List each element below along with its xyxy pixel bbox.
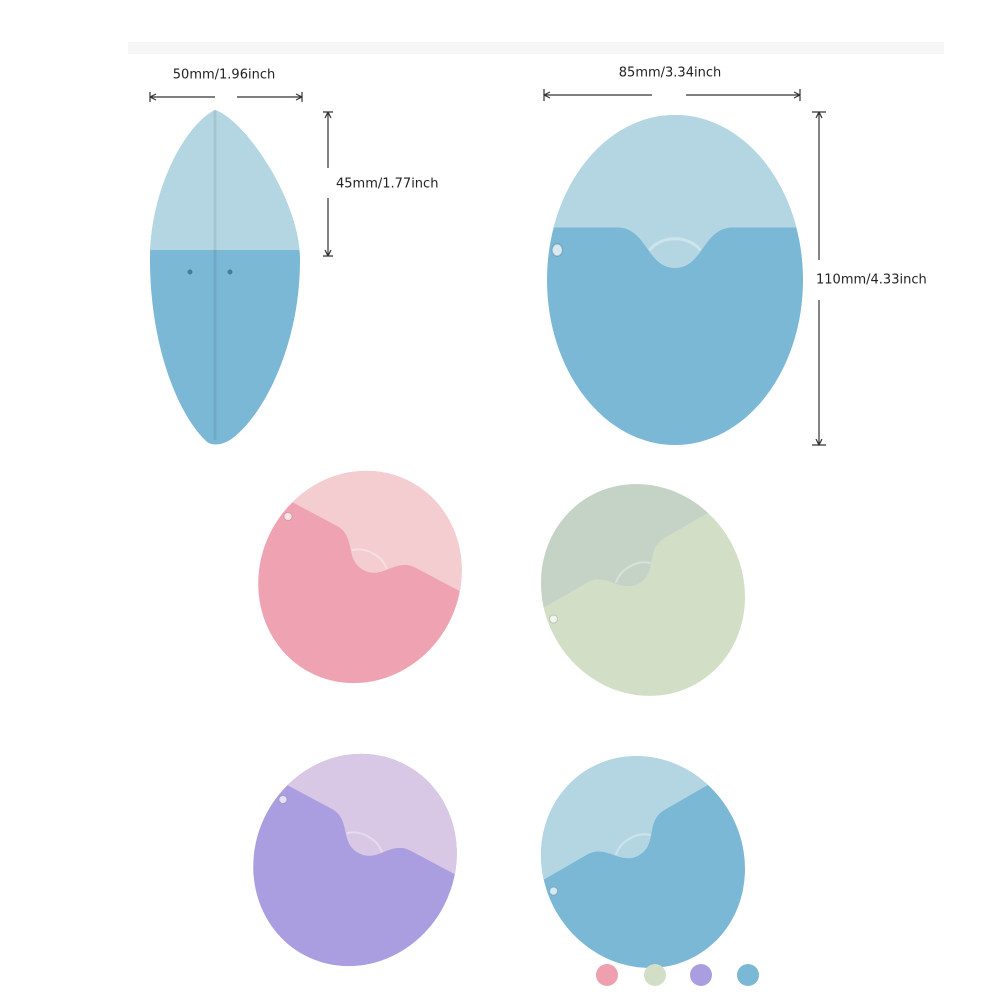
height-label: 45mm/1.77inch [336, 177, 438, 192]
front-view [509, 85, 842, 445]
dimension-arrows [149, 89, 826, 446]
top-strip [128, 42, 944, 54]
blue-egg [467, 687, 810, 1000]
height-label: 110mm/4.33inch [816, 273, 927, 288]
width-label: 85mm/3.34inch [619, 66, 721, 81]
width-label: 50mm/1.96inch [173, 68, 275, 83]
purple-egg [190, 686, 530, 1000]
color-swatches [596, 964, 759, 986]
green-egg [467, 415, 810, 749]
pink-egg [195, 403, 535, 733]
side-view [150, 110, 300, 445]
